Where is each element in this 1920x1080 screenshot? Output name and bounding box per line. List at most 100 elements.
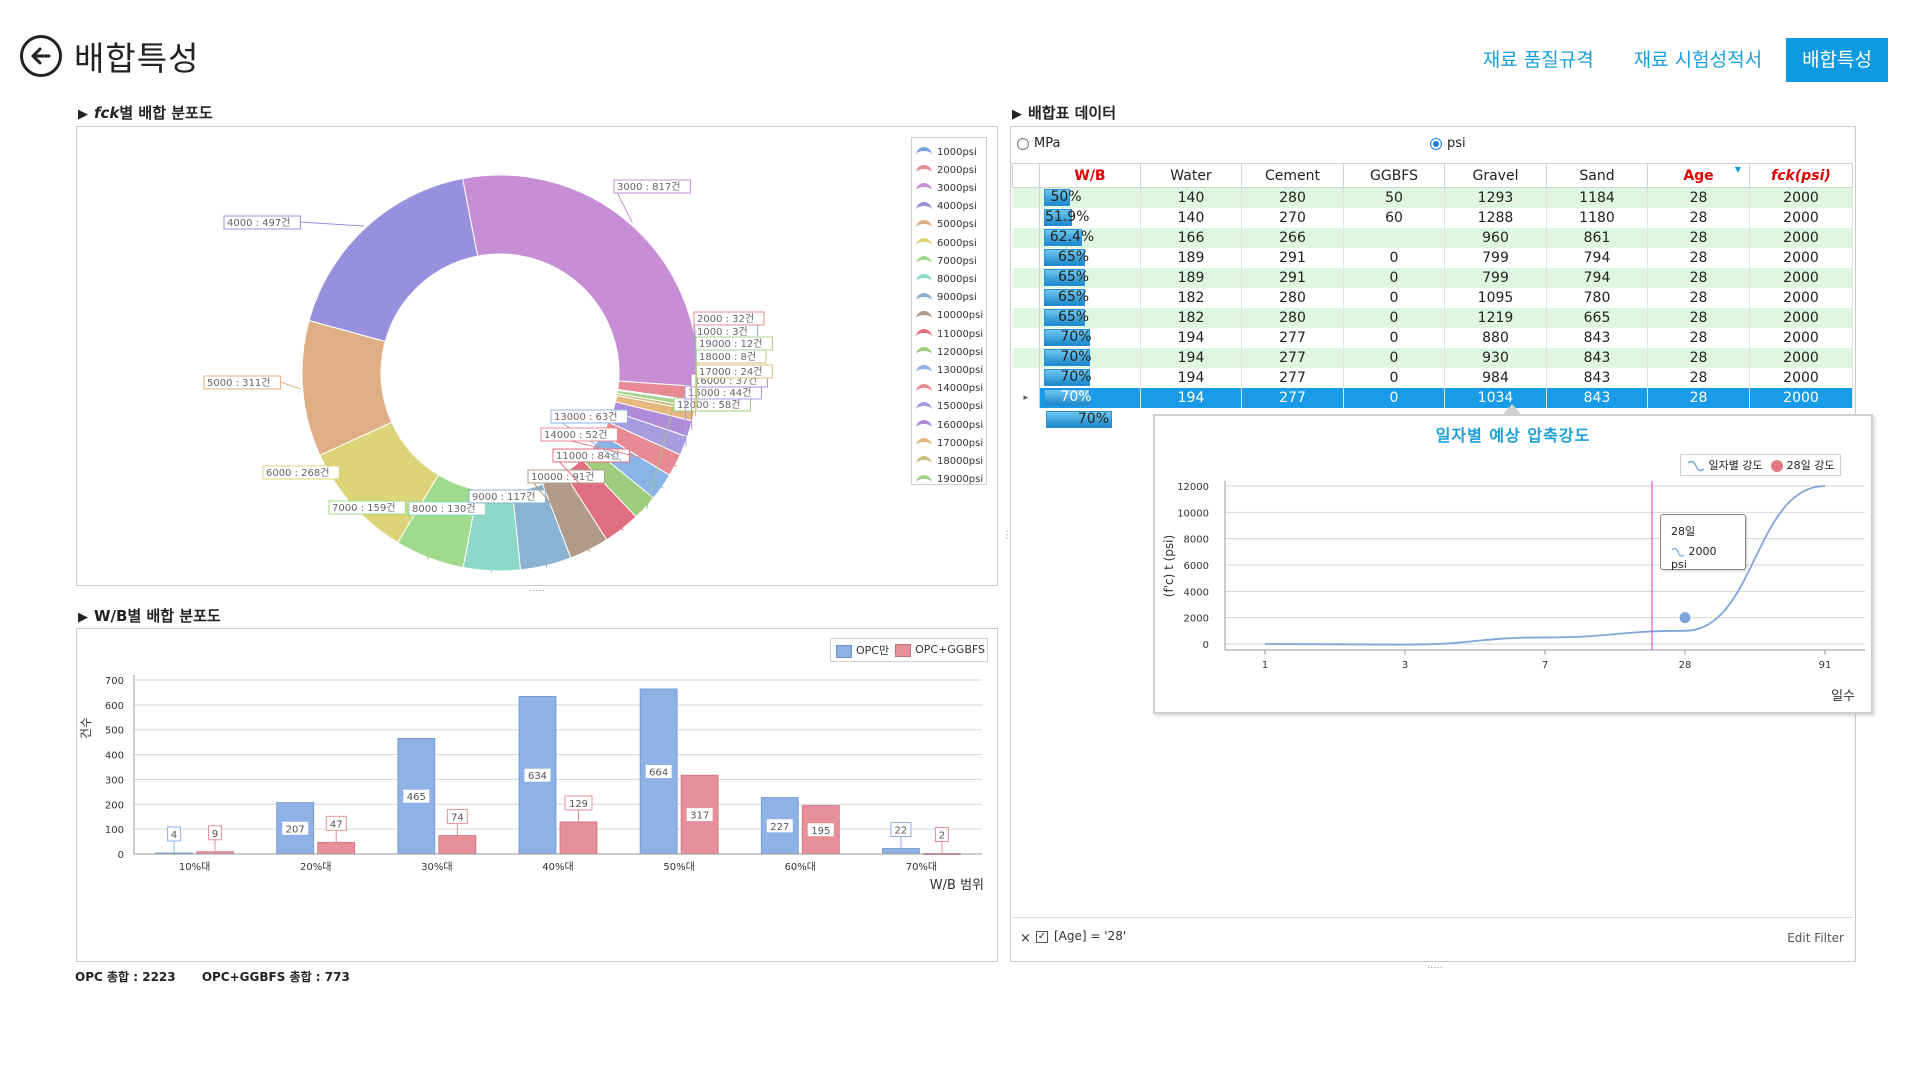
row-indicator[interactable] [1012, 247, 1040, 268]
table-cell-age[interactable]: 28 [1647, 287, 1750, 308]
table-cell-wb[interactable]: 65% [1039, 267, 1141, 288]
tab-material-spec[interactable]: 재료 품질규격 [1482, 49, 1594, 71]
table-row[interactable]: 62.4% 166 266 960 861 28 2000 [1012, 227, 1853, 248]
table-cell-fckpsi[interactable]: 2000 [1749, 347, 1853, 368]
table-cell-gravel[interactable]: 984 [1444, 367, 1547, 388]
table-cell-fckpsi[interactable]: 2000 [1749, 307, 1853, 328]
table-cell-ggbfs[interactable]: 0 [1343, 287, 1445, 308]
table-cell-cement[interactable]: 277 [1241, 387, 1344, 408]
unit-psi-radio[interactable]: psi [1430, 136, 1466, 151]
table-cell-age[interactable]: 28 [1647, 247, 1750, 268]
row-indicator[interactable] [1012, 207, 1040, 228]
table-cell-ggbfs[interactable]: 60 [1343, 207, 1445, 228]
table-cell-gravel[interactable]: 1288 [1444, 207, 1547, 228]
table-cell-water[interactable]: 166 [1140, 227, 1242, 248]
tab-mix-characteristics[interactable]: 배합특성 [1786, 38, 1888, 82]
table-cell-age[interactable]: 28 [1647, 367, 1750, 388]
table-cell-water[interactable]: 194 [1140, 367, 1242, 388]
table-cell-sand[interactable]: 861 [1546, 227, 1648, 248]
table-row[interactable]: 70% 194 277 0 930 843 28 2000 [1012, 347, 1853, 368]
table-cell-cement[interactable]: 291 [1241, 247, 1344, 268]
table-cell-wb[interactable]: 65% [1039, 307, 1141, 328]
table-cell-gravel[interactable]: 799 [1444, 247, 1547, 268]
filter-icon[interactable]: ▼ [1734, 165, 1741, 174]
table-cell-cement[interactable]: 277 [1241, 347, 1344, 368]
resize-handle-pie[interactable]: ····· [529, 586, 545, 597]
resize-handle-table[interactable]: ····· [1427, 963, 1443, 974]
header-cement[interactable]: Cement [1241, 163, 1344, 188]
table-row[interactable]: 65% 182 280 0 1095 780 28 2000 [1012, 287, 1853, 308]
table-cell-ggbfs[interactable]: 50 [1343, 187, 1445, 208]
table-cell-sand[interactable]: 843 [1546, 367, 1648, 388]
table-cell-wb[interactable]: 62.4% [1039, 227, 1141, 248]
header-sand[interactable]: Sand [1546, 163, 1648, 188]
table-cell-water[interactable]: 140 [1140, 207, 1242, 228]
table-cell-fckpsi[interactable]: 2000 [1749, 247, 1853, 268]
table-cell-ggbfs[interactable]: 0 [1343, 247, 1445, 268]
table-cell-cement[interactable]: 277 [1241, 367, 1344, 388]
table-cell-cement[interactable]: 270 [1241, 207, 1344, 228]
table-cell-wb[interactable]: 70% [1039, 367, 1141, 388]
table-cell-gravel[interactable]: 799 [1444, 267, 1547, 288]
table-cell-cement[interactable]: 277 [1241, 327, 1344, 348]
table-cell-cement[interactable]: 280 [1241, 287, 1344, 308]
table-cell-gravel[interactable]: 880 [1444, 327, 1547, 348]
table-cell-age[interactable]: 28 [1647, 307, 1750, 328]
table-cell-water[interactable]: 182 [1140, 307, 1242, 328]
table-cell-sand[interactable]: 780 [1546, 287, 1648, 308]
table-cell-wb[interactable]: 50% [1039, 187, 1141, 208]
row-indicator[interactable] [1012, 287, 1040, 308]
table-cell-gravel[interactable]: 1293 [1444, 187, 1547, 208]
unit-mpa-radio[interactable]: MPa [1017, 136, 1060, 151]
table-cell-gravel[interactable]: 960 [1444, 227, 1547, 248]
table-cell-ggbfs[interactable]: 0 [1343, 267, 1445, 288]
table-cell-age[interactable]: 28 [1647, 347, 1750, 368]
row-indicator[interactable] [1012, 307, 1040, 328]
table-cell-ggbfs[interactable] [1343, 227, 1445, 248]
header-wb[interactable]: W/B [1039, 163, 1141, 188]
row-indicator[interactable] [1012, 187, 1040, 208]
table-cell-sand[interactable]: 794 [1546, 247, 1648, 268]
table-cell-ggbfs[interactable]: 0 [1343, 307, 1445, 328]
table-cell-wb[interactable]: 65% [1039, 247, 1141, 268]
splitter-handle[interactable]: ⋮ [1002, 530, 1012, 541]
table-cell-age[interactable]: 28 [1647, 207, 1750, 228]
table-cell-gravel[interactable]: 1095 [1444, 287, 1547, 308]
table-cell-age[interactable]: 28 [1647, 387, 1750, 408]
table-cell-fckpsi[interactable]: 2000 [1749, 227, 1853, 248]
header-gravel[interactable]: Gravel [1444, 163, 1547, 188]
header-water[interactable]: Water [1140, 163, 1242, 188]
tab-material-test-report[interactable]: 재료 시험성적서 [1633, 49, 1763, 71]
table-cell-ggbfs[interactable]: 0 [1343, 387, 1445, 408]
table-row[interactable]: 70% 194 277 0 880 843 28 2000 [1012, 327, 1853, 348]
table-cell-cement[interactable]: 280 [1241, 187, 1344, 208]
table-row[interactable]: 51.9% 140 270 60 1288 1180 28 2000 [1012, 207, 1853, 228]
table-row[interactable]: 65% 182 280 0 1219 665 28 2000 [1012, 307, 1853, 328]
table-cell-fckpsi[interactable]: 2000 [1749, 367, 1853, 388]
table-cell-water[interactable]: 194 [1140, 347, 1242, 368]
table-cell-water[interactable]: 189 [1140, 267, 1242, 288]
table-cell-fckpsi[interactable]: 2000 [1749, 207, 1853, 228]
clear-filter-icon[interactable]: × [1020, 931, 1031, 946]
table-cell-gravel[interactable]: 930 [1444, 347, 1547, 368]
table-cell-wb[interactable]: 51.9% [1039, 207, 1141, 228]
partial-row-wb[interactable]: 70% [1046, 411, 1112, 428]
table-cell-ggbfs[interactable]: 0 [1343, 347, 1445, 368]
table-cell-cement[interactable]: 291 [1241, 267, 1344, 288]
table-cell-water[interactable]: 189 [1140, 247, 1242, 268]
table-cell-fckpsi[interactable]: 2000 [1749, 267, 1853, 288]
row-indicator[interactable] [1012, 367, 1040, 388]
table-cell-sand[interactable]: 794 [1546, 267, 1648, 288]
table-cell-cement[interactable]: 280 [1241, 307, 1344, 328]
table-row[interactable]: 50% 140 280 50 1293 1184 28 2000 [1012, 187, 1853, 208]
table-cell-sand[interactable]: 665 [1546, 307, 1648, 328]
header-ggbfs[interactable]: GGBFS [1343, 163, 1445, 188]
table-cell-fckpsi[interactable]: 2000 [1749, 187, 1853, 208]
table-cell-water[interactable]: 194 [1140, 327, 1242, 348]
table-cell-age[interactable]: 28 [1647, 267, 1750, 288]
table-cell-fckpsi[interactable]: 2000 [1749, 387, 1853, 408]
table-cell-fckpsi[interactable]: 2000 [1749, 287, 1853, 308]
header-age[interactable]: Age ▼ [1647, 163, 1750, 188]
table-cell-cement[interactable]: 266 [1241, 227, 1344, 248]
row-indicator[interactable] [1012, 327, 1040, 348]
